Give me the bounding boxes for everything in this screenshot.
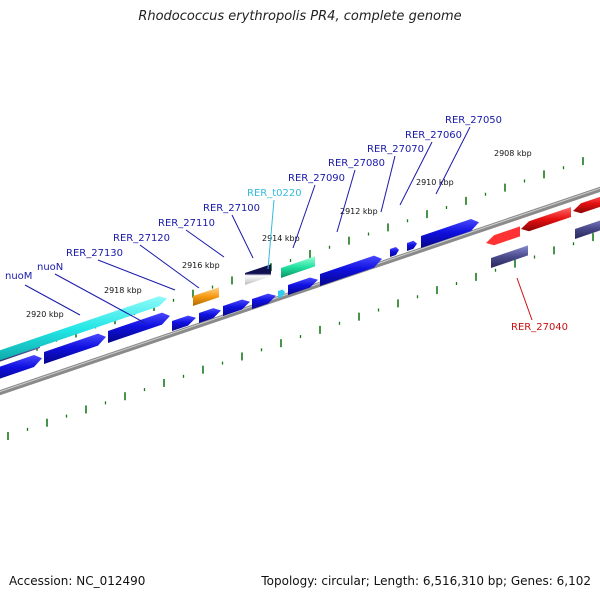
gene-arrow — [407, 240, 417, 251]
gene-arrow — [0, 355, 42, 379]
backbone-line — [0, 186, 600, 396]
gene-arrow — [288, 277, 318, 295]
gene-label: nuoM — [5, 271, 32, 282]
gene-label: RER_t0220 — [247, 188, 302, 199]
gene-label: RER_27120 — [113, 233, 170, 244]
leader-line — [267, 199, 275, 270]
leader-line — [336, 169, 356, 233]
gene-box — [281, 256, 315, 278]
gene-arrow — [172, 315, 196, 331]
gene-box — [575, 220, 600, 239]
leader-line — [185, 229, 225, 258]
gene-arrow — [573, 196, 600, 214]
gene-arrow — [278, 289, 285, 298]
leader-line — [231, 214, 254, 259]
gene-arrow — [521, 207, 571, 232]
gene-arrow — [44, 333, 106, 364]
topology-text: Topology: circular; Length: 6,516,310 bp… — [261, 574, 591, 588]
gene-label: RER_27090 — [288, 173, 345, 184]
gene-arrow — [199, 308, 221, 323]
gene-label: RER_27060 — [405, 130, 462, 141]
tick-label: 2910 kbp — [416, 178, 454, 187]
gene-box — [491, 245, 528, 268]
tick-label: 2914 kbp — [262, 234, 300, 243]
gene-arrow — [320, 255, 382, 286]
label-leaders — [24, 126, 533, 324]
gene-label: RER_27110 — [158, 218, 215, 229]
gene-label: RER_27070 — [367, 144, 424, 155]
leader-line — [399, 141, 433, 206]
leader-line — [24, 284, 81, 316]
leader-line — [54, 273, 146, 324]
leader-line — [139, 244, 200, 289]
gene-arrow — [421, 219, 479, 248]
tick-marks-lower — [7, 233, 594, 440]
gene-arrow — [108, 312, 170, 343]
map-title: Rhodococcus erythropolis PR4, complete g… — [138, 9, 462, 24]
tick-label: 2916 kbp — [182, 261, 220, 270]
leader-line — [380, 155, 396, 213]
leader-line — [435, 126, 471, 195]
gene-arrow — [390, 247, 399, 257]
gene-arrow — [252, 293, 276, 309]
tick-label: 2908 kbp — [494, 149, 532, 158]
gene-label: RER_27050 — [445, 115, 502, 126]
gene-label: RER_27040 — [511, 322, 568, 333]
accession-text: Accession: NC_012490 — [9, 574, 146, 588]
gene-label: RER_27080 — [328, 158, 385, 169]
gene-arrow — [223, 299, 250, 316]
tick-labels: 2908 kbp 2910 kbp 2912 kbp 2914 kbp 2916… — [26, 149, 532, 319]
gene-labels: nuoM nuoN RER_27130 RER_27120 RER_27110 … — [5, 115, 568, 333]
leader-line — [97, 259, 176, 291]
tick-label: 2912 kbp — [340, 207, 378, 216]
gene-box — [245, 264, 271, 285]
gene-label: nuoN — [37, 262, 63, 273]
gene-arrow — [486, 226, 520, 246]
tick-label: 2920 kbp — [26, 310, 64, 319]
tick-label: 2918 kbp — [104, 286, 142, 295]
gene-label: RER_27100 — [203, 203, 260, 214]
gene-label: RER_27130 — [66, 248, 123, 259]
leader-line — [516, 277, 533, 321]
leader-line — [292, 184, 316, 249]
gene-box — [193, 287, 219, 306]
